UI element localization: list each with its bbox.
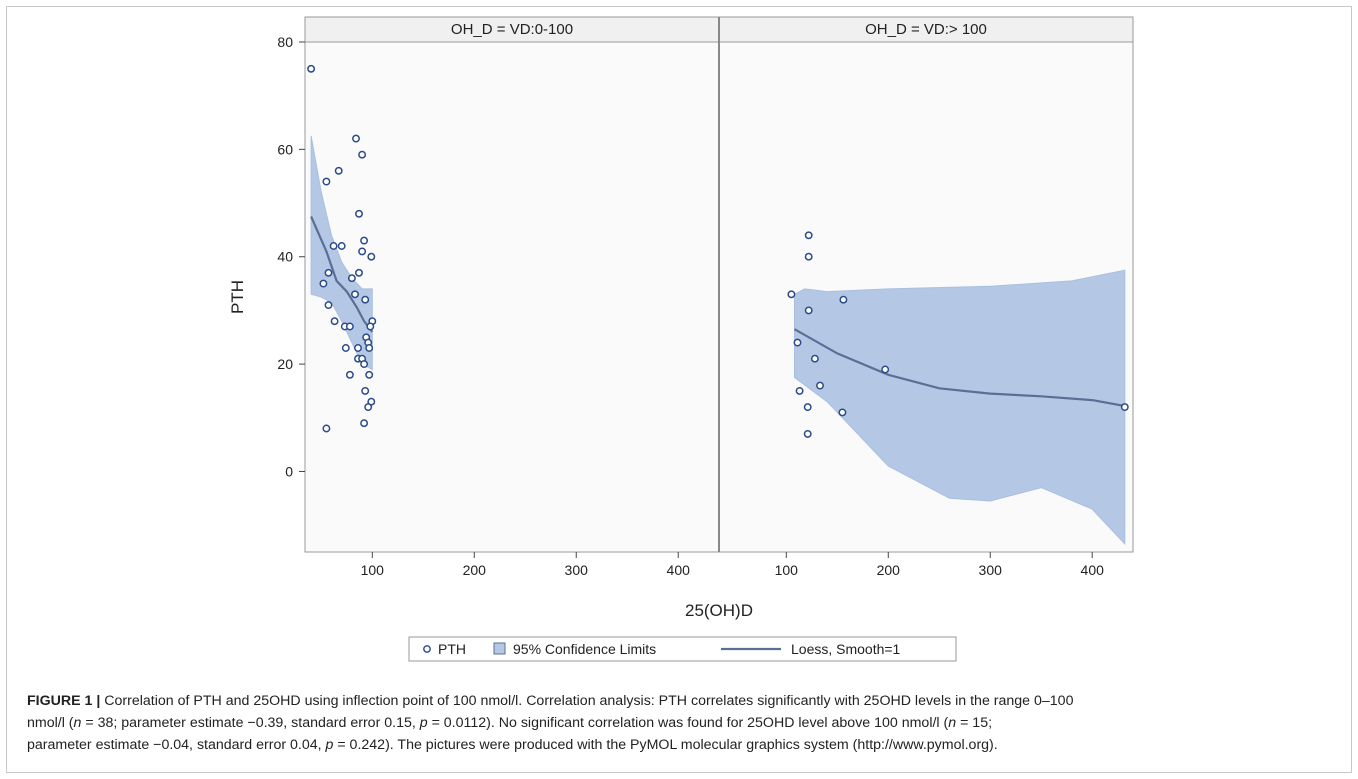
confidence-band <box>794 269 1126 546</box>
data-point <box>355 268 363 277</box>
caption-text-2c: = 0.0112). No significant correlation wa… <box>427 715 949 731</box>
data-point <box>322 424 331 433</box>
caption-text-2b: = 38; parameter estimate −0.39, standard… <box>81 715 420 731</box>
x-tick-label: 100 <box>361 562 385 578</box>
loess-line <box>310 216 374 333</box>
data-point <box>324 268 333 277</box>
data-point <box>804 231 813 240</box>
caption-text-3a: parameter estimate −0.04, standard error… <box>27 737 326 753</box>
figure-label: FIGURE 1 | <box>27 693 101 709</box>
data-point <box>366 322 375 331</box>
caption-text-2d: = 15; <box>956 715 993 731</box>
data-point <box>337 242 346 250</box>
data-point <box>361 386 370 395</box>
data-point <box>1120 403 1129 412</box>
data-point <box>360 419 369 428</box>
data-point <box>803 429 812 438</box>
caption-text-3b: = 0.242). The pictures were produced wit… <box>333 737 998 753</box>
data-point <box>329 242 338 250</box>
data-point <box>347 274 356 283</box>
data-point <box>360 360 369 369</box>
data-point <box>787 290 796 299</box>
panel-strip <box>718 16 1134 43</box>
data-point <box>324 301 333 310</box>
panel-1: OH_D = VD:0-100 <box>304 16 720 553</box>
x-tick-label: 200 <box>877 562 901 578</box>
data-point <box>839 295 848 304</box>
loess-line <box>793 328 1125 408</box>
x-tick-label: 200 <box>463 562 487 578</box>
data-point <box>334 166 343 175</box>
caption-line-3: parameter estimate −0.04, standard error… <box>27 734 1347 756</box>
x-tick-label: 300 <box>565 562 589 578</box>
data-point <box>358 247 367 256</box>
data-point <box>307 64 316 73</box>
y-tick-label: 60 <box>277 141 293 157</box>
caption-p2: p <box>325 737 334 753</box>
caption-n2: n <box>948 715 957 731</box>
caption-line-1: FIGURE 1 | Correlation of PTH and 25OHD … <box>27 690 1347 712</box>
caption-text-1: Correlation of PTH and 25OHD using infle… <box>100 693 1074 709</box>
data-point <box>354 344 362 352</box>
panel-strip-label: OH_D = VD:> 100 <box>865 21 987 38</box>
caption-p: p <box>419 715 428 731</box>
figure-frame: OH_D = VD:0-100 OH_D = VD:> 100 100 200 300… <box>6 6 1352 773</box>
data-point <box>838 408 847 417</box>
x-axis-label: 25(OH)D <box>685 601 753 620</box>
data-point <box>810 354 819 363</box>
legend: PTH 95% Confidence Limits Loess, Smooth=… <box>408 636 957 662</box>
legend-point-marker <box>423 645 431 653</box>
caption-text-2a: nmol/l ( <box>27 715 74 731</box>
y-axis-label: PTH <box>228 280 247 314</box>
y-tick-label: 0 <box>285 463 293 479</box>
y-tick-label: 40 <box>277 249 293 265</box>
data-point <box>803 403 812 412</box>
chart: OH_D = VD:0-100 OH_D = VD:> 100 100 200 300… <box>228 16 1134 662</box>
legend-band-label: 95% Confidence Limits <box>513 641 656 657</box>
panel-strip-label: OH_D = VD:0-100 <box>451 21 573 38</box>
data-point <box>881 365 890 374</box>
legend-band-swatch <box>493 642 506 655</box>
data-point <box>341 344 350 352</box>
data-point <box>330 317 339 326</box>
data-point <box>364 403 373 412</box>
figure-caption: FIGURE 1 | Correlation of PTH and 25OHD … <box>27 690 1347 756</box>
data-point <box>804 306 813 315</box>
data-point <box>795 386 804 395</box>
data-point <box>358 150 367 159</box>
x-tick-label: 300 <box>979 562 1003 578</box>
legend-line-label: Loess, Smooth=1 <box>791 641 901 657</box>
y-tick-label: 80 <box>277 34 293 50</box>
y-tick-label: 20 <box>277 356 293 372</box>
data-point <box>351 290 359 299</box>
data-point <box>793 338 802 347</box>
panel-2: OH_D = VD:> 100 <box>718 16 1134 553</box>
data-point <box>365 344 374 352</box>
x-tick-label: 100 <box>775 562 799 578</box>
data-point <box>367 252 376 261</box>
data-point <box>804 252 813 261</box>
x-tick-label: 400 <box>1081 562 1105 578</box>
data-point <box>355 209 363 218</box>
data-point <box>365 370 374 379</box>
x-tick-label: 400 <box>667 562 691 578</box>
data-point <box>360 236 369 245</box>
data-point <box>345 322 354 331</box>
data-point <box>352 134 360 143</box>
caption-line-2: nmol/l (n = 38; parameter estimate −0.39… <box>27 712 1347 734</box>
data-point <box>361 295 370 304</box>
data-point <box>816 381 824 390</box>
panel-background <box>305 42 719 552</box>
data-point <box>345 370 354 379</box>
data-point <box>319 279 328 288</box>
data-point <box>322 177 331 186</box>
caption-n: n <box>73 715 82 731</box>
legend-points-label: PTH <box>438 641 466 657</box>
panel-strip <box>304 16 720 43</box>
